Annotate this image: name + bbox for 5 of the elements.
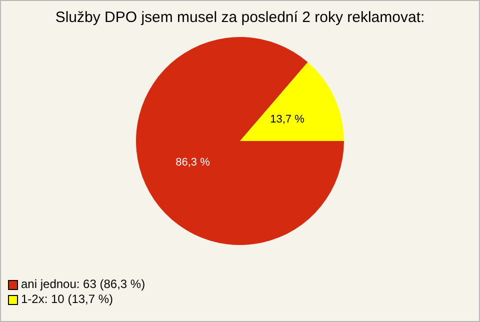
data-label: 86,3 % [176, 156, 210, 169]
data-label: 13,7 % [270, 113, 305, 126]
chart-title: Služby DPO jsem musel za poslední 2 roky reklamovat: [55, 9, 425, 26]
legend-label: 1-2x: 10 (13,7 %) [21, 292, 114, 307]
legend-label: ani jednou: 63 (86,3 %) [21, 277, 146, 292]
